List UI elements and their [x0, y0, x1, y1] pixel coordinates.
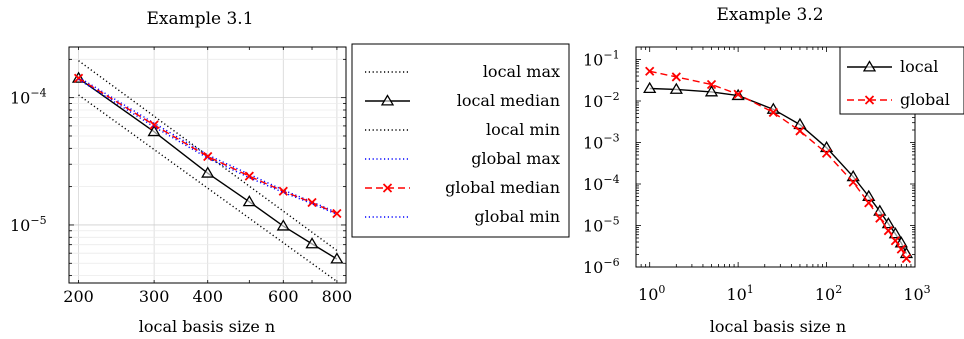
chart2-legend-label-local: local: [900, 57, 938, 76]
chart1-series-global-median-point-0: [73, 73, 84, 83]
chart1-series-global-median-point-2: [203, 151, 213, 162]
chart1-legend-label-local-max: local max: [483, 62, 560, 81]
chart2-legend: local global: [839, 46, 964, 115]
chart1-series-local-median-point-5: [305, 237, 319, 249]
chart1-title: Example 3.1: [146, 9, 253, 29]
chart2-series-local-point-5: [793, 117, 807, 130]
chart1-series-global-median-point-4: [278, 186, 288, 196]
chart2-series: [643, 66, 914, 264]
chart2-series-global-point-6: [821, 148, 832, 158]
chart1-series-local-median-point-2: [201, 166, 215, 178]
chart2-series-local-point-11: [888, 227, 903, 239]
chart2-series-global-point-1: [671, 72, 681, 82]
chart1-legend-label-local-median: local median: [457, 91, 560, 110]
chart2-y-tick-label-2: 10−4: [583, 173, 620, 194]
chart2-y-tick-label-5: 10−1: [583, 48, 620, 69]
chart1-series-global-max-line: [78, 76, 338, 214]
chart2-series-global-point-3: [733, 89, 743, 99]
chart1-series-global-median-point-6: [332, 208, 342, 219]
chart1-legend-marker-local-median: [380, 94, 395, 106]
chart1-legend-label-global-median: global median: [445, 178, 560, 197]
chart2-series-local-point-9: [873, 204, 887, 216]
chart2-legend-marker-local: [862, 60, 877, 72]
chart2-series-global-point-4: [768, 107, 778, 118]
chart1-series-local-median-point-3: [242, 195, 256, 207]
chart2-x-axis-label: local basis size n: [710, 317, 846, 336]
chart2-x-tick-label-1: 101: [726, 283, 753, 304]
chart2-series-global-point-7: [848, 177, 858, 187]
chart2-title: Example 3.2: [716, 5, 823, 25]
chart2-series-global-point-13: [901, 253, 912, 264]
chart1-series-local-median-point-4: [276, 219, 290, 231]
chart2-series-global-point-2: [706, 79, 717, 90]
chart1-series: [71, 60, 344, 283]
chart1-x-tick-label-3: 600: [268, 287, 299, 306]
chart2-y-tick-label-1: 10−5: [583, 214, 620, 235]
chart2-series-global-point-12: [896, 244, 906, 254]
chart2-series-local-point-1: [669, 82, 683, 94]
chart2-legend-frame: [839, 46, 964, 115]
chart2-legend-marker-global: [864, 95, 875, 105]
chart2-legend-label-global: global: [900, 90, 950, 109]
chart1-series-local-median-point-6: [330, 252, 344, 264]
chart1-legend-label-local-min: local min: [486, 120, 560, 139]
chart1-legend-frame: [351, 43, 570, 238]
chart2-y-tick-label-3: 10−3: [583, 131, 620, 152]
chart2-series-global-line: [649, 70, 908, 259]
chart1-x-tick-label-4: 800: [322, 287, 353, 306]
chart2-series-local-point-10: [881, 216, 896, 229]
chart2-series-global-point-8: [864, 198, 874, 208]
chart1-x-tick-label-1: 300: [139, 287, 170, 306]
chart2-x-tick-label-2: 102: [815, 283, 842, 304]
chart1-series-local-median-point-1: [147, 124, 161, 137]
chart1-legend-label-global-min: global min: [474, 207, 560, 226]
chart2-x-tick-label-3: 103: [903, 283, 930, 304]
chart2-series-global-point-11: [890, 236, 901, 246]
chart2-series-global-point-5: [795, 126, 805, 136]
chart2-series-global-point-0: [645, 66, 655, 76]
chart-example-3-1: Example 3.1 200 300 400 600 800 10−5 10−4 loca…: [10, 9, 570, 336]
chart2-series-global-point-9: [875, 213, 885, 223]
chart2-series-global-point-10: [883, 226, 894, 236]
chart2-series-local-point-0: [643, 81, 657, 94]
chart2-x-tick-label-0: 100: [638, 283, 665, 304]
chart1-legend-entries: local max local median local min global max…: [365, 62, 560, 226]
chart1-legend: local max local median local min global max…: [351, 43, 570, 238]
chart1-x-tick-label-0: 200: [63, 287, 94, 306]
chart2-y-tick-label-0: 10−6: [583, 256, 620, 277]
chart1-series-global-median-point-3: [244, 171, 254, 181]
chart2-series-local-point-7: [846, 169, 860, 182]
chart2-series-local-point-8: [862, 189, 876, 201]
chart1-legend-marker-global-median: [382, 183, 393, 193]
chart1-series-global-median-point-5: [307, 197, 317, 208]
chart2-y-tick-label-4: 10−2: [583, 90, 620, 111]
chart1-y-tick-label-0: 10−5: [10, 214, 47, 235]
chart1-x-tick-label-2: 400: [192, 287, 223, 306]
chart2-plot-frame: [635, 46, 916, 268]
chart1-x-axis-label: local basis size n: [139, 317, 275, 336]
chart1-y-tick-label-1: 10−4: [10, 87, 47, 108]
chart1-legend-label-global-max: global max: [471, 149, 560, 168]
chart2-ticks: 100 101 102 103 10−6 10−5 10−4 10−3 10−2 10−1: [583, 46, 931, 304]
chart1-ticks: 200 300 400 600 800 10−5 10−4: [10, 47, 352, 306]
chart2-series-local-point-6: [819, 140, 834, 153]
chart2-series-local-point-2: [704, 85, 719, 97]
chart1-grid: [69, 47, 346, 283]
chart-example-3-2: Example 3.2 100 101 102 103 10−6 10−5 10−4 10−3…: [583, 5, 964, 336]
chart2-legend-entries: local global: [847, 57, 950, 109]
